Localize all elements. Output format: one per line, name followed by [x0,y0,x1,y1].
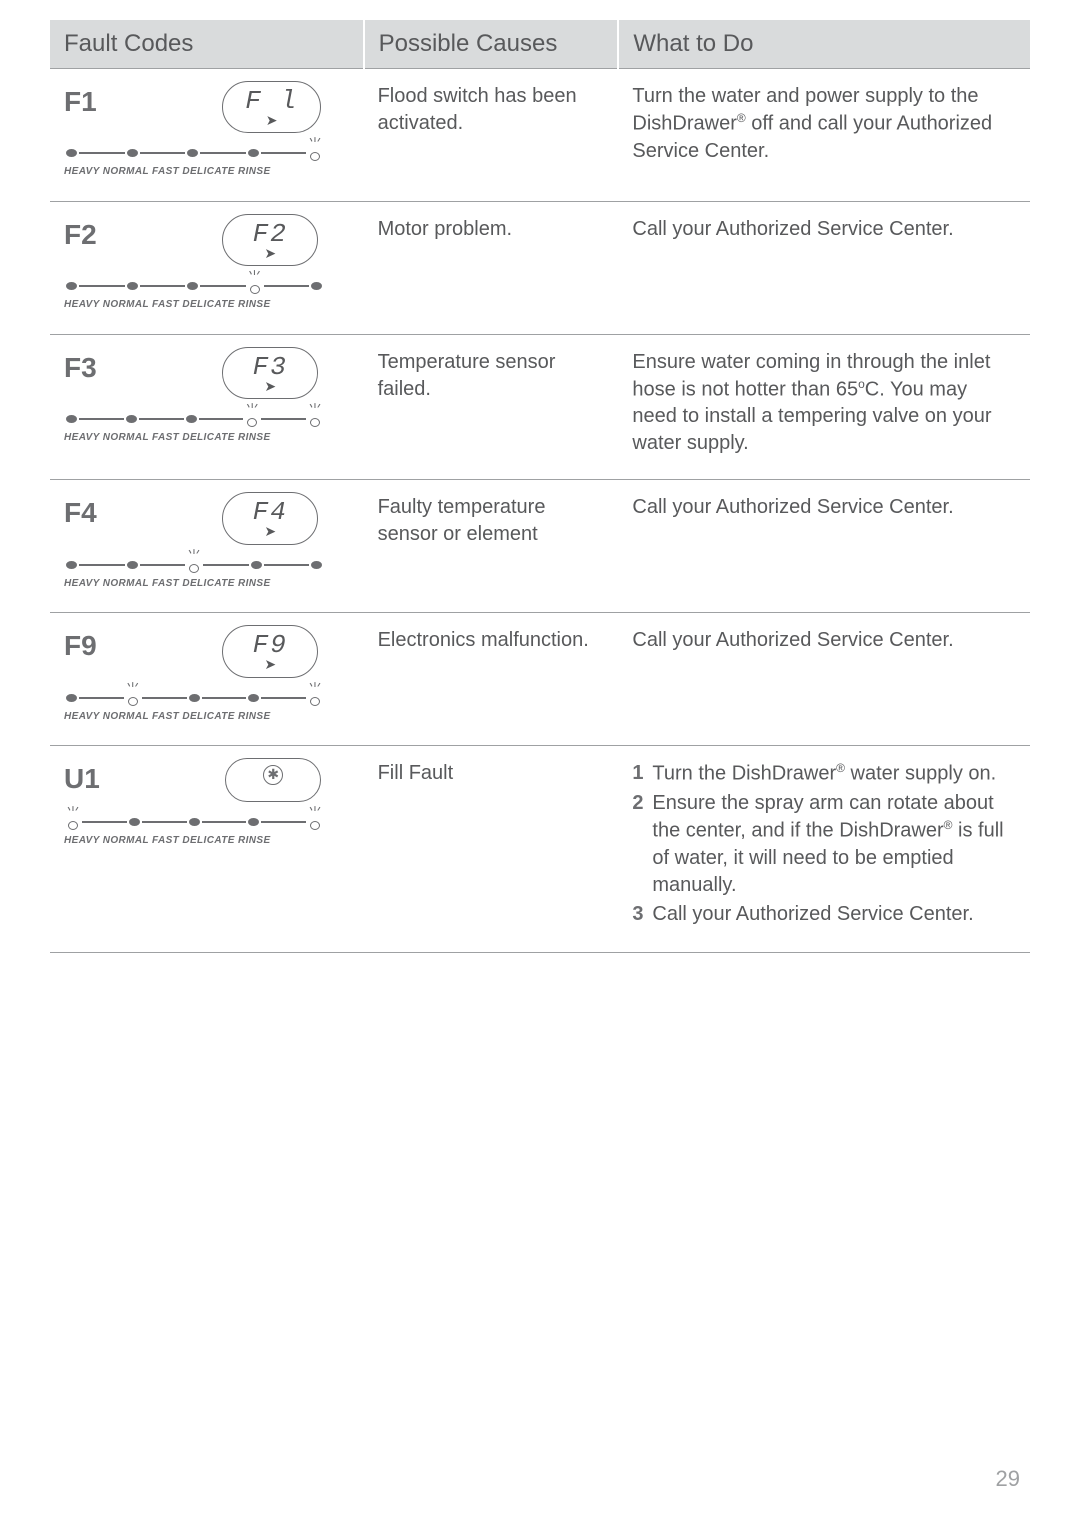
indicator-strip: ⺌ ⺌ HEAVY NORMAL FAST DELICATE RINSE [64,690,350,724]
indicator-dot-filled [311,282,322,290]
fault-code-label: F2 [64,216,97,254]
possible-cause: Flood switch has been activated. [364,69,619,202]
indicator-dot-steam: ⺌ [66,814,80,830]
display-bubble [225,758,321,802]
action-step: Call your Authorized Service Center. [632,901,1016,928]
cycle-labels: HEAVY NORMAL FAST DELICATE RINSE [64,577,350,591]
indicator-strip: ⺌ HEAVY NORMAL FAST DELICATE RINSE [64,557,350,591]
action-text: Call your Authorized Service Center. [632,494,1016,521]
fault-code-label: F3 [64,349,97,387]
tap-icon [263,765,283,785]
indicator-dot-filled [66,282,77,290]
possible-cause: Motor problem. [364,201,619,334]
indicator-dot-filled [186,415,197,423]
fault-code-label: F9 [64,627,97,665]
indicator-dot-filled [127,282,138,290]
fault-row: F1 F l➤ ⺌ HEAVY NORMAL FAST DELICATE RIN… [50,69,1030,202]
indicator-dot-steam: ⺌ [308,814,322,830]
cycle-labels: HEAVY NORMAL FAST DELICATE RINSE [64,298,350,312]
indicator-strip: ⺌ ⺌ HEAVY NORMAL FAST DELICATE RINSE [64,814,350,848]
possible-cause: Faulty temperature sensor or element [364,480,619,613]
indicator-dot-filled [187,282,198,290]
indicator-dot-filled [66,415,77,423]
header-possible-causes: Possible Causes [364,20,619,69]
fault-row: F3 F3➤ ⺌ ⺌ HEAVY NORMAL FAST DELICATE RIN… [50,334,1030,480]
possible-cause: Fill Fault [364,746,619,952]
indicator-dot-filled [248,149,259,157]
indicator-strip: ⺌ ⺌ HEAVY NORMAL FAST DELICATE RINSE [64,411,350,445]
display-bubble: F l➤ [222,81,321,133]
indicator-dot-steam: ⺌ [308,411,322,427]
possible-cause: Temperature sensor failed. [364,334,619,480]
header-fault-codes: Fault Codes [50,20,364,69]
display-bubble: F4➤ [222,492,318,544]
indicator-dot-filled [66,149,77,157]
display-bubble: F3➤ [222,347,318,399]
action-steps: Turn the DishDrawer® water supply on.Ens… [632,760,1016,927]
indicator-dot-steam: ⺌ [245,411,259,427]
action-text: Turn the water and power supply to the D… [632,83,1016,165]
fault-row: F4 F4➤ ⺌ HEAVY NORMAL FAST DELICATE RINS… [50,480,1030,613]
indicator-dot-filled [127,561,138,569]
action-text: Call your Authorized Service Center. [632,627,1016,654]
indicator-dot-steam: ⺌ [308,690,322,706]
page-number: 29 [996,1466,1020,1492]
indicator-strip: ⺌ HEAVY NORMAL FAST DELICATE RINSE [64,145,350,179]
header-what-to-do: What to Do [618,20,1030,69]
display-bubble: F9➤ [222,625,318,677]
indicator-dot-filled [66,561,77,569]
action-step: Turn the DishDrawer® water supply on. [632,760,1016,788]
display-bubble: F2➤ [222,214,318,266]
action-step: Ensure the spray arm can rotate about th… [632,790,1016,899]
cycle-labels: HEAVY NORMAL FAST DELICATE RINSE [64,834,350,848]
fault-row: F9 F9➤ ⺌ ⺌ HEAVY NORMAL FAST DELICATE RIN… [50,613,1030,746]
cycle-labels: HEAVY NORMAL FAST DELICATE RINSE [64,710,350,724]
indicator-dot-filled [248,694,259,702]
possible-cause: Electronics malfunction. [364,613,619,746]
fault-row: F2 F2➤ ⺌ HEAVY NORMAL FAST DELICATE RINS… [50,201,1030,334]
action-text: Ensure water coming in through the inlet… [632,349,1016,458]
fault-code-label: U1 [64,760,100,798]
indicator-dot-filled [127,149,138,157]
indicator-dot-filled [66,694,77,702]
fault-code-label: F1 [64,83,97,121]
fault-code-label: F4 [64,494,97,532]
fault-row: U1 ⺌ ⺌ HEAVY NORMAL FAST DELICATE RINSE F… [50,746,1030,952]
indicator-dot-filled [129,818,140,826]
indicator-dot-filled [187,149,198,157]
indicator-dot-steam: ⺌ [126,690,140,706]
indicator-dot-filled [251,561,262,569]
action-text: Call your Authorized Service Center. [632,216,1016,243]
indicator-strip: ⺌ HEAVY NORMAL FAST DELICATE RINSE [64,278,350,312]
cycle-labels: HEAVY NORMAL FAST DELICATE RINSE [64,165,350,179]
indicator-dot-steam: ⺌ [248,278,262,294]
indicator-dot-filled [189,818,200,826]
fault-codes-table: Fault Codes Possible Causes What to Do F… [50,20,1030,953]
indicator-dot-filled [248,818,259,826]
indicator-dot-steam: ⺌ [187,557,201,573]
indicator-dot-filled [189,694,200,702]
indicator-dot-steam: ⺌ [308,145,322,161]
indicator-dot-filled [126,415,137,423]
indicator-dot-filled [311,561,322,569]
cycle-labels: HEAVY NORMAL FAST DELICATE RINSE [64,431,350,445]
